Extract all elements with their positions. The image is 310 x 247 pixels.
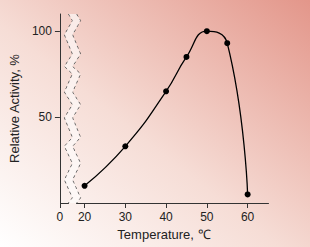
- svg-text:0: 0: [57, 210, 64, 224]
- svg-text:20: 20: [78, 210, 92, 224]
- svg-text:Temperature, ℃: Temperature, ℃: [117, 227, 210, 242]
- svg-text:50: 50: [39, 110, 53, 124]
- svg-text:40: 40: [159, 210, 173, 224]
- svg-text:60: 60: [241, 210, 255, 224]
- svg-text:Relative Activity, %: Relative Activity, %: [7, 54, 22, 163]
- svg-text:30: 30: [119, 210, 133, 224]
- svg-text:100: 100: [32, 24, 52, 38]
- svg-text:50: 50: [200, 210, 214, 224]
